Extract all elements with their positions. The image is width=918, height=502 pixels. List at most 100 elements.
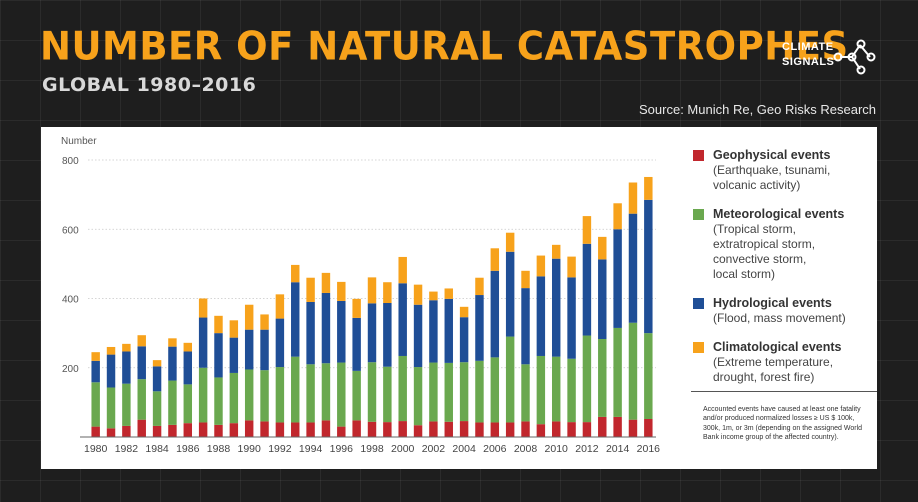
bar-climatological-1982 <box>122 343 131 352</box>
bar-hydrological-1992 <box>275 318 285 368</box>
bar-meteorological-2002 <box>429 362 438 422</box>
x-tick-label: 1984 <box>145 443 169 455</box>
bar-hydrological-1983 <box>137 346 146 380</box>
bar-climatological-1992 <box>275 294 285 319</box>
bar-climatological-1996 <box>337 281 346 301</box>
bar-geophysical-1987 <box>198 422 208 437</box>
bar-climatological-1988 <box>214 315 223 334</box>
bar-meteorological-2015 <box>628 322 638 420</box>
bar-geophysical-1991 <box>260 421 269 437</box>
bar-meteorological-2004 <box>459 362 469 422</box>
legend-description: (Flood, mass movement) <box>713 311 846 325</box>
bar-hydrological-1997 <box>352 317 361 371</box>
x-tick-label: 1980 <box>84 443 108 455</box>
x-tick-label: 2000 <box>391 443 415 455</box>
bar-hydrological-2001 <box>413 304 423 368</box>
bar-hydrological-1995 <box>321 292 331 364</box>
footnote: Accounted events have caused at least on… <box>703 406 863 441</box>
bar-hydrological-1984 <box>152 366 162 392</box>
bar-climatological-1980 <box>91 352 100 361</box>
bar-geophysical-1992 <box>275 422 285 437</box>
bar-meteorological-2001 <box>413 367 423 426</box>
x-tick-label: 1986 <box>176 443 200 455</box>
bar-climatological-1986 <box>183 342 193 352</box>
bar-meteorological-2013 <box>598 339 607 417</box>
bar-climatological-2005 <box>475 277 484 296</box>
bar-meteorological-1983 <box>137 379 146 420</box>
bar-hydrological-2007 <box>505 251 515 337</box>
bar-geophysical-2001 <box>413 425 423 437</box>
bar-climatological-1997 <box>352 298 361 318</box>
x-tick-label: 1998 <box>360 443 384 455</box>
bar-geophysical-1984 <box>152 425 162 437</box>
x-tick-label: 2014 <box>606 443 630 455</box>
bar-meteorological-2012 <box>582 335 592 423</box>
bar-climatological-1995 <box>321 272 331 293</box>
logo-wordmark: CLIMATE SIGNALS <box>782 40 834 70</box>
bar-hydrological-1980 <box>91 360 100 383</box>
bar-geophysical-1982 <box>122 425 131 437</box>
bar-meteorological-1984 <box>152 391 162 426</box>
bar-hydrological-1988 <box>214 333 223 378</box>
bar-geophysical-1999 <box>383 422 392 437</box>
chart-title: NUMBER OF NATURAL CATASTROPHES <box>40 23 849 70</box>
bar-climatological-2008 <box>521 270 530 289</box>
bar-meteorological-2009 <box>536 355 546 425</box>
legend-item-climatological: Climatological events (Extreme temperatu… <box>691 339 871 385</box>
bar-geophysical-1993 <box>291 422 300 437</box>
bar-hydrological-2015 <box>628 213 638 323</box>
bar-meteorological-2000 <box>398 355 407 422</box>
bar-geophysical-2009 <box>536 424 546 437</box>
bar-climatological-1999 <box>383 282 392 304</box>
bar-geophysical-1985 <box>168 424 177 437</box>
bar-geophysical-2011 <box>567 422 576 437</box>
legend-label: Meteorological events <box>713 207 845 221</box>
bar-geophysical-2016 <box>644 418 653 437</box>
bar-meteorological-2011 <box>567 358 576 423</box>
legend-item-geophysical: Geophysical events (Earthquake, tsunami,… <box>691 147 871 193</box>
legend-divider <box>691 391 877 392</box>
bar-meteorological-1998 <box>367 362 377 422</box>
bar-climatological-2002 <box>429 291 438 301</box>
bar-geophysical-1990 <box>244 420 254 437</box>
bar-meteorological-2003 <box>444 362 453 422</box>
bar-hydrological-2011 <box>567 277 576 359</box>
bar-climatological-2001 <box>413 284 423 305</box>
bar-hydrological-2009 <box>536 276 546 356</box>
bar-geophysical-2003 <box>444 421 453 437</box>
bar-geophysical-1994 <box>306 422 315 437</box>
bar-hydrological-2013 <box>598 259 607 340</box>
bar-geophysical-1997 <box>352 420 361 437</box>
bar-climatological-2015 <box>628 182 638 214</box>
bar-hydrological-1990 <box>244 329 254 370</box>
bar-meteorological-1980 <box>91 382 100 427</box>
legend-description: (Earthquake, tsunami, volcanic activity) <box>713 163 831 192</box>
bar-climatological-2007 <box>505 232 515 252</box>
bar-hydrological-2003 <box>444 298 453 363</box>
bar-climatological-2006 <box>490 248 500 271</box>
bar-climatological-1998 <box>367 277 377 304</box>
x-tick-label: 2012 <box>575 443 599 455</box>
y-tick-label: 600 <box>62 225 79 236</box>
x-tick-label: 2010 <box>545 443 569 455</box>
bar-hydrological-1987 <box>198 317 208 368</box>
bar-geophysical-2010 <box>551 421 561 437</box>
bar-meteorological-1987 <box>198 367 208 423</box>
legend-description: (Extreme temperature, drought, forest fi… <box>713 355 834 384</box>
legend-swatch-climatological <box>693 342 704 353</box>
x-tick-label: 2002 <box>422 443 446 455</box>
bar-climatological-2012 <box>582 216 592 244</box>
bar-geophysical-2013 <box>598 416 607 437</box>
bar-meteorological-2010 <box>551 356 561 422</box>
bar-geophysical-1998 <box>367 421 377 437</box>
x-tick-label: 1990 <box>238 443 262 455</box>
y-axis-label: Number <box>61 136 97 147</box>
bar-climatological-1989 <box>229 320 239 338</box>
bar-meteorological-1989 <box>229 372 239 424</box>
bar-hydrological-2005 <box>475 295 484 361</box>
bar-climatological-1994 <box>306 277 315 302</box>
bar-climatological-2000 <box>398 256 407 284</box>
x-tick-label: 1992 <box>268 443 292 455</box>
bar-meteorological-1988 <box>214 377 223 425</box>
bar-geophysical-2015 <box>628 419 638 437</box>
